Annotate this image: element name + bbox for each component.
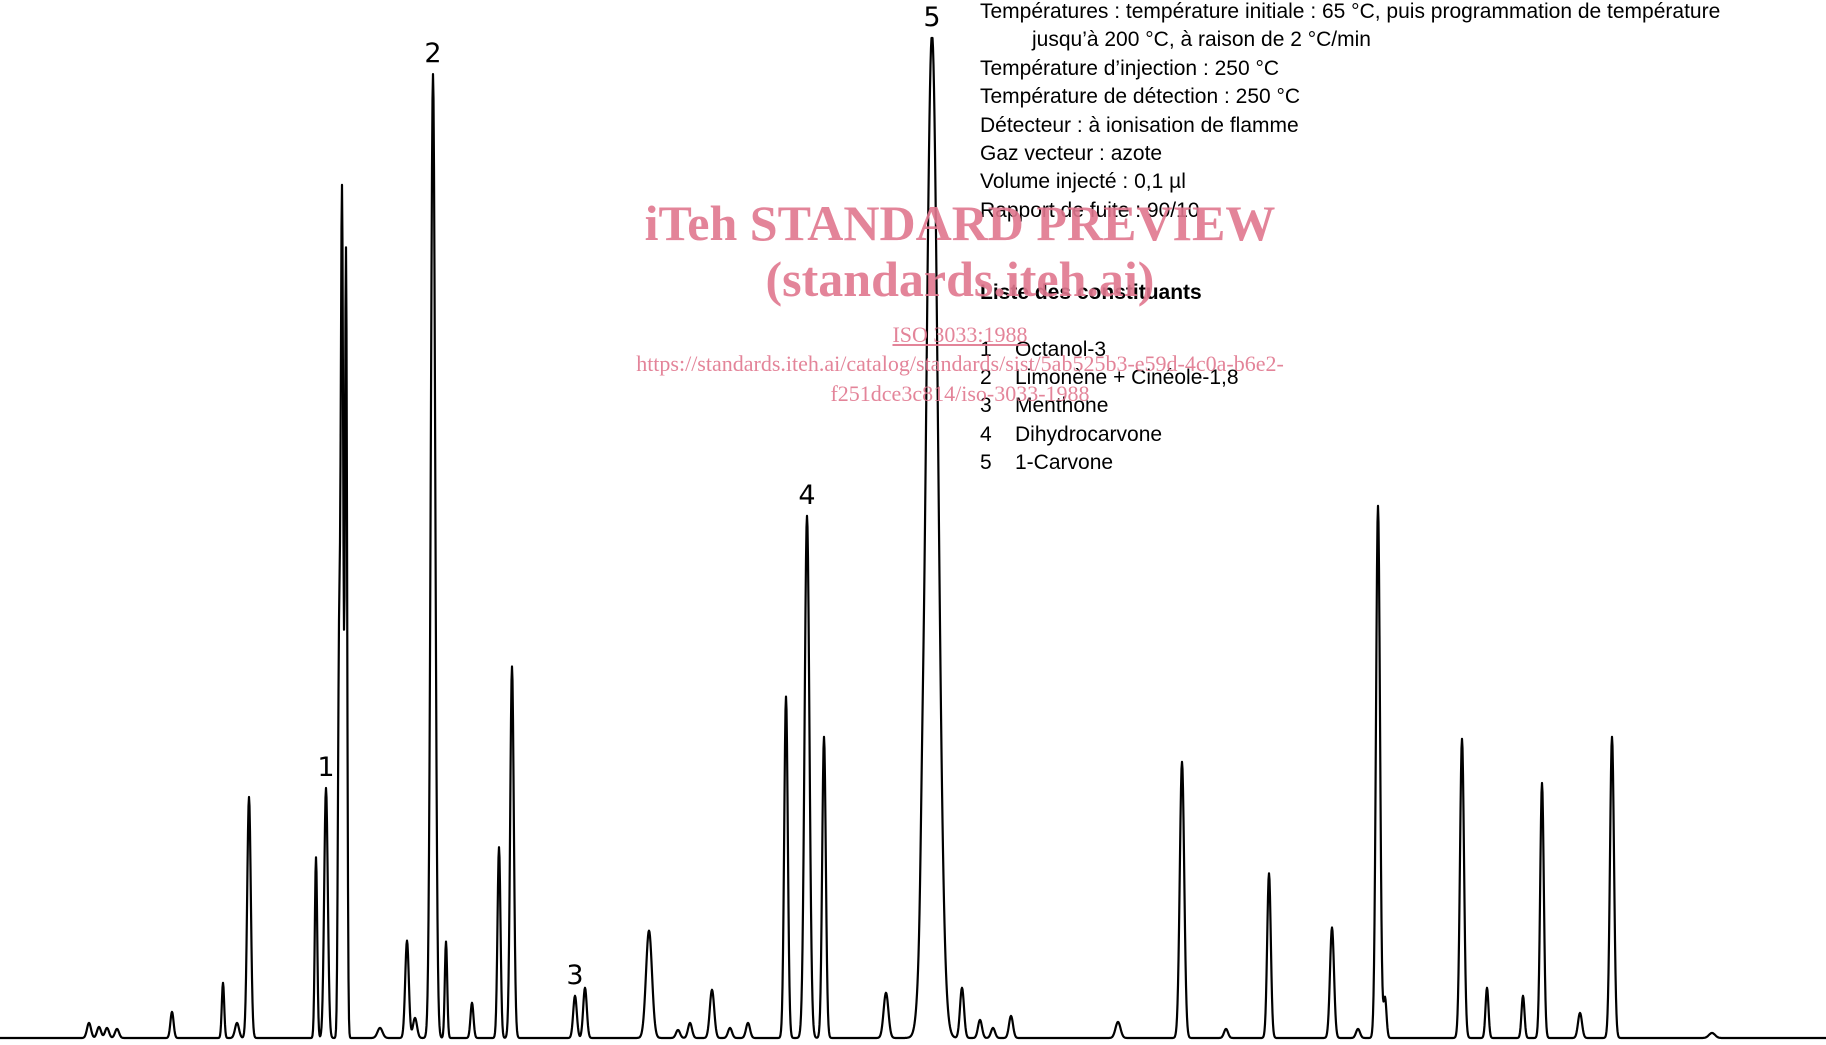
constituent-number: 1 <box>980 338 992 361</box>
constituent-number: 3 <box>980 394 992 418</box>
conditions-split-ratio: Rapport de fuite : 90/10 <box>980 198 1200 222</box>
watermark-title: iTeh STANDARD PREVIEW <box>644 195 1276 251</box>
constituent-item: 1 Octanol-3 <box>980 336 1239 364</box>
constituent-name: Limonène + Cinéole-1,8 <box>1015 366 1239 390</box>
chromatogram-trace <box>0 36 1826 1040</box>
conditions-carrier-gas: Gaz vecteur : azote <box>980 142 1163 166</box>
conditions-temperatures: Températures : température initiale : 65… <box>980 0 1721 23</box>
operating-conditions: Températures : température initiale : 65… <box>980 0 1826 225</box>
constituent-item: 3 Menthone <box>980 392 1239 420</box>
watermark-url-line1: https://standards.iteh.ai/catalog/standa… <box>636 351 1284 376</box>
watermark-subtitle: (standards.iteh.ai) <box>765 251 1155 307</box>
constituent-name: Menthone <box>1015 394 1109 418</box>
constituent-name: 1-Carvone <box>1015 450 1114 474</box>
watermark-url-line2: f251dce3c814/iso-3033-1988 <box>830 381 1090 406</box>
constituents-list: 1 Octanol-3 2 Limonène + Cinéole-1,8 3 Ment… <box>980 336 1239 477</box>
constituents-title: Liste des constituants <box>980 281 1202 304</box>
watermark: iTeh STANDARD PREVIEW (standards.iteh.ai… <box>560 195 1360 409</box>
conditions-injected-volume: Volume injecté : 0,1 µl <box>980 170 1186 194</box>
watermark-standard-link[interactable]: ISO 3033:1988 <box>892 322 1028 347</box>
conditions-detection-temp: Température de détection : 250 °C <box>980 85 1301 109</box>
conditions-temperature-program: jusqu’à 200 °C, à raison de 2 °C/min <box>1032 28 1371 52</box>
peak-label-5: 5 <box>923 2 940 33</box>
constituent-item: 4 Dihydrocarvone <box>980 421 1239 449</box>
constituent-number: 5 <box>980 450 992 474</box>
conditions-injection-temp: Température d’injection : 250 °C <box>980 56 1280 80</box>
peak-label-2: 2 <box>424 38 441 69</box>
constituent-number: 4 <box>980 422 992 446</box>
constituent-item: 5 1-Carvone <box>980 449 1239 477</box>
peak-label-1: 1 <box>317 752 334 783</box>
constituent-name: Octanol-3 <box>1015 338 1107 361</box>
peak-labels: 1 2 3 4 5 <box>317 2 940 991</box>
constituent-number: 2 <box>980 366 992 390</box>
peak-label-3: 3 <box>566 960 583 991</box>
peak-label-4: 4 <box>798 480 815 511</box>
constituent-name: Dihydrocarvone <box>1015 422 1163 446</box>
conditions-detector: Détecteur : à ionisation de flamme <box>980 113 1299 137</box>
constituent-item: 2 Limonène + Cinéole-1,8 <box>980 364 1239 392</box>
